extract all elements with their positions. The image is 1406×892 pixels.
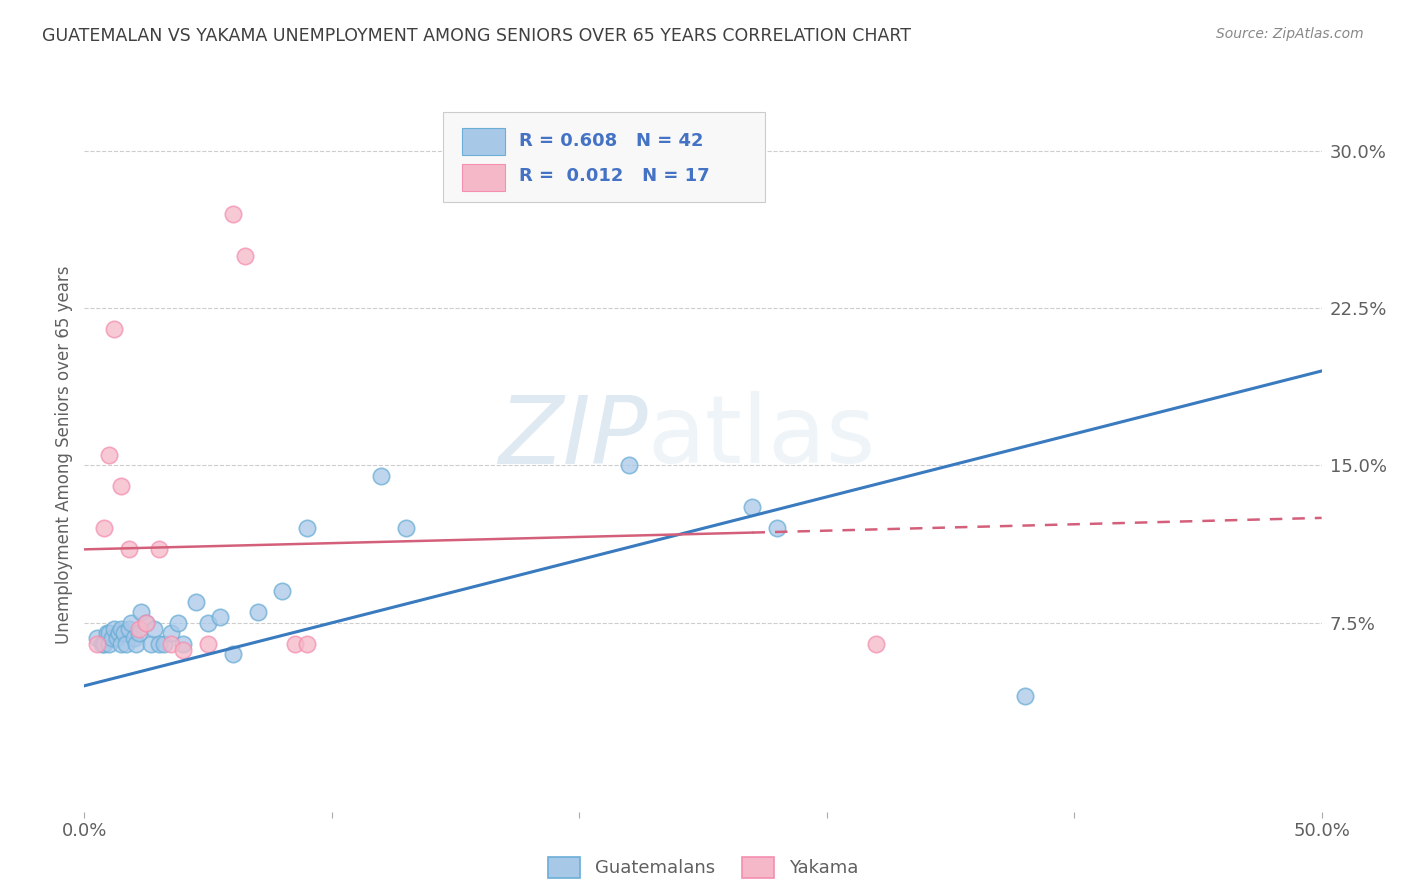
- Point: [741, 500, 763, 515]
- Point: [222, 648, 245, 662]
- Point: [86, 637, 108, 651]
- Point: [197, 615, 219, 630]
- Point: [152, 637, 174, 651]
- Point: [142, 622, 165, 636]
- FancyBboxPatch shape: [461, 164, 505, 191]
- Point: [90, 637, 112, 651]
- Point: [160, 637, 183, 651]
- Point: [93, 637, 115, 651]
- Point: [98, 448, 121, 462]
- Text: R =  0.012   N = 17: R = 0.012 N = 17: [519, 168, 709, 186]
- Point: [246, 605, 269, 619]
- Point: [98, 637, 121, 651]
- Point: [135, 615, 157, 630]
- Point: [118, 542, 141, 557]
- Point: [295, 637, 318, 651]
- Text: Source: ZipAtlas.com: Source: ZipAtlas.com: [1216, 27, 1364, 41]
- Point: [148, 637, 170, 651]
- Point: [100, 631, 122, 645]
- Point: [110, 479, 132, 493]
- Point: [395, 521, 418, 535]
- Text: atlas: atlas: [647, 391, 876, 483]
- Text: ZIP: ZIP: [498, 392, 647, 483]
- Text: R = 0.608   N = 42: R = 0.608 N = 42: [519, 132, 703, 150]
- Point: [865, 637, 887, 651]
- Point: [128, 622, 150, 636]
- FancyBboxPatch shape: [461, 128, 505, 155]
- Point: [766, 521, 789, 535]
- Point: [93, 521, 115, 535]
- Point: [148, 542, 170, 557]
- Point: [98, 626, 121, 640]
- FancyBboxPatch shape: [443, 112, 765, 202]
- Legend: Guatemalans, Yakama: Guatemalans, Yakama: [540, 849, 866, 885]
- Point: [129, 605, 152, 619]
- Point: [122, 631, 145, 645]
- Point: [617, 458, 640, 473]
- Point: [110, 637, 132, 651]
- Point: [128, 626, 150, 640]
- Point: [160, 626, 183, 640]
- Y-axis label: Unemployment Among Seniors over 65 years: Unemployment Among Seniors over 65 years: [55, 266, 73, 644]
- Point: [370, 469, 392, 483]
- Point: [209, 609, 232, 624]
- Point: [295, 521, 318, 535]
- Point: [233, 248, 256, 262]
- Point: [120, 615, 142, 630]
- Point: [184, 595, 207, 609]
- Point: [112, 626, 135, 640]
- Point: [103, 322, 125, 336]
- Point: [108, 626, 131, 640]
- Point: [172, 637, 194, 651]
- Point: [96, 626, 118, 640]
- Point: [118, 622, 141, 636]
- Point: [284, 637, 307, 651]
- Point: [115, 637, 138, 651]
- Point: [135, 615, 157, 630]
- Point: [125, 637, 148, 651]
- Point: [197, 637, 219, 651]
- Point: [103, 622, 125, 636]
- Point: [222, 206, 245, 220]
- Text: GUATEMALAN VS YAKAMA UNEMPLOYMENT AMONG SENIORS OVER 65 YEARS CORRELATION CHART: GUATEMALAN VS YAKAMA UNEMPLOYMENT AMONG …: [42, 27, 911, 45]
- Point: [141, 637, 163, 651]
- Point: [105, 631, 128, 645]
- Point: [271, 584, 294, 599]
- Point: [1014, 690, 1036, 704]
- Point: [167, 615, 190, 630]
- Point: [172, 643, 194, 657]
- Point: [86, 631, 108, 645]
- Point: [110, 622, 132, 636]
